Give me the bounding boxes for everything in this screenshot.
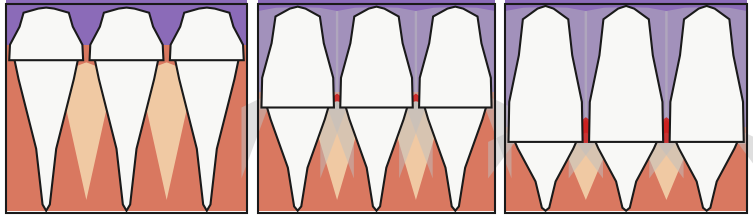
- Polygon shape: [513, 138, 578, 211]
- Polygon shape: [665, 7, 748, 144]
- Polygon shape: [406, 95, 433, 178]
- Polygon shape: [669, 6, 744, 142]
- Polygon shape: [174, 56, 239, 211]
- Polygon shape: [319, 94, 355, 103]
- Polygon shape: [589, 6, 663, 142]
- Polygon shape: [639, 121, 694, 200]
- Polygon shape: [266, 103, 330, 211]
- FancyBboxPatch shape: [6, 4, 247, 213]
- Polygon shape: [340, 7, 413, 108]
- Polygon shape: [58, 62, 114, 200]
- Polygon shape: [564, 117, 608, 143]
- Polygon shape: [170, 8, 244, 60]
- FancyBboxPatch shape: [505, 0, 747, 142]
- FancyBboxPatch shape: [6, 45, 247, 211]
- Polygon shape: [320, 95, 347, 178]
- Polygon shape: [242, 95, 268, 178]
- Polygon shape: [345, 103, 408, 211]
- Polygon shape: [415, 7, 496, 110]
- Polygon shape: [508, 6, 583, 142]
- Polygon shape: [90, 8, 163, 60]
- Polygon shape: [336, 7, 417, 110]
- Polygon shape: [593, 138, 659, 211]
- Polygon shape: [398, 94, 434, 103]
- Polygon shape: [576, 129, 603, 178]
- FancyBboxPatch shape: [505, 4, 747, 213]
- Polygon shape: [14, 56, 79, 211]
- FancyBboxPatch shape: [258, 0, 495, 108]
- Polygon shape: [569, 129, 596, 178]
- Polygon shape: [584, 7, 668, 144]
- Polygon shape: [328, 95, 354, 178]
- FancyBboxPatch shape: [258, 92, 495, 211]
- Polygon shape: [648, 119, 684, 137]
- Polygon shape: [6, 58, 247, 211]
- Polygon shape: [558, 121, 614, 200]
- Polygon shape: [423, 103, 487, 211]
- Polygon shape: [485, 95, 511, 178]
- Polygon shape: [261, 7, 334, 108]
- Polygon shape: [419, 7, 492, 108]
- Polygon shape: [488, 129, 515, 178]
- Polygon shape: [645, 117, 688, 143]
- Polygon shape: [505, 119, 747, 211]
- Polygon shape: [568, 119, 604, 137]
- Polygon shape: [399, 95, 425, 178]
- Polygon shape: [737, 129, 753, 178]
- Polygon shape: [257, 7, 338, 110]
- Polygon shape: [389, 96, 444, 200]
- FancyBboxPatch shape: [258, 4, 495, 213]
- Polygon shape: [649, 129, 676, 178]
- Polygon shape: [139, 62, 195, 200]
- FancyBboxPatch shape: [505, 127, 747, 211]
- Polygon shape: [258, 94, 495, 211]
- Polygon shape: [94, 56, 159, 211]
- Polygon shape: [309, 96, 364, 200]
- Polygon shape: [504, 7, 587, 144]
- Polygon shape: [9, 8, 83, 60]
- Polygon shape: [674, 138, 739, 211]
- FancyBboxPatch shape: [6, 0, 247, 60]
- Polygon shape: [657, 129, 684, 178]
